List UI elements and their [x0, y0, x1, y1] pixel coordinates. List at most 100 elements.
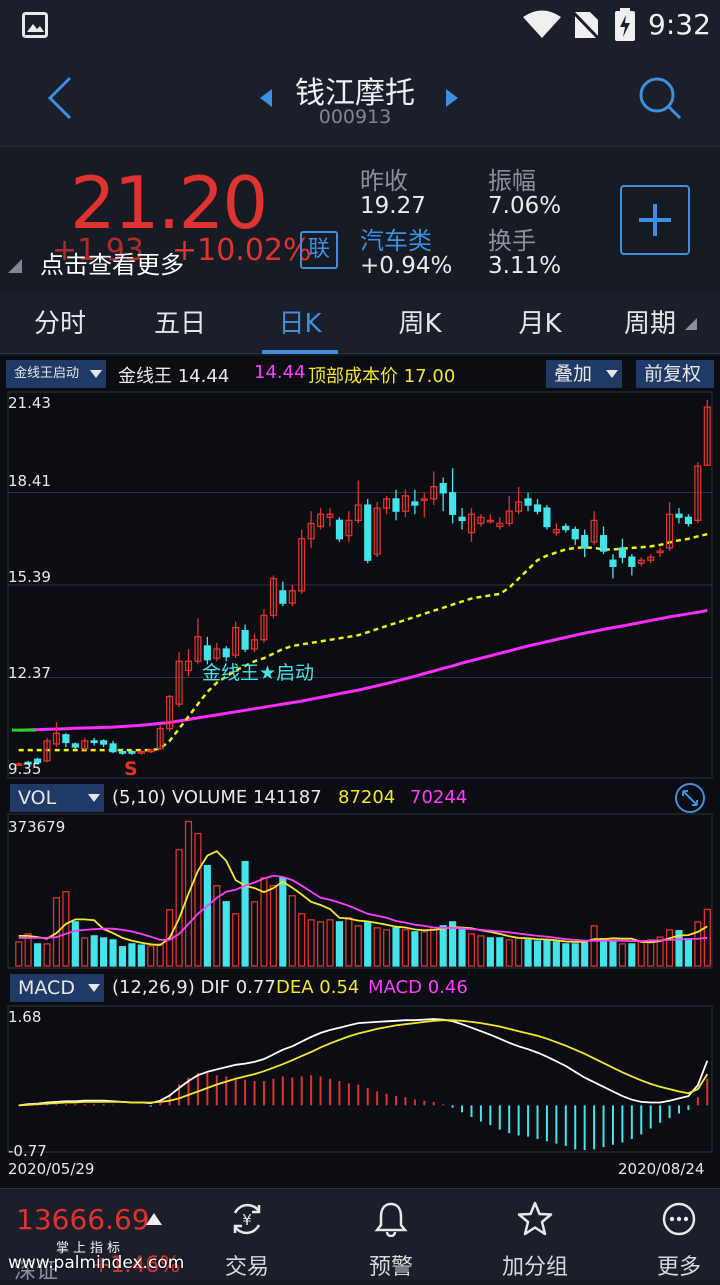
volume-bar	[543, 939, 551, 967]
adjust-label: 前复权	[644, 363, 702, 385]
sell-signal: S	[124, 758, 138, 780]
add-watchlist-button[interactable]	[620, 185, 690, 255]
candle-body	[430, 486, 438, 500]
vol-ma5: 87204	[338, 787, 396, 808]
volume-bar	[345, 917, 353, 967]
index-ticker[interactable]: 13666.69 掌上指标 深证 +1.46% www.palmindex.co…	[0, 1189, 190, 1284]
period-dropdown-icon[interactable]	[683, 316, 699, 332]
candle-body	[118, 750, 127, 754]
volume-bar	[647, 939, 655, 967]
corner-triangle-icon	[8, 259, 22, 273]
candle-body	[675, 513, 683, 518]
candle-body	[137, 750, 145, 754]
index-sub: 掌上指标	[56, 1241, 125, 1256]
candle-body	[354, 504, 362, 522]
volume-bar	[43, 943, 51, 967]
candle-body	[486, 519, 494, 523]
next-stock-icon[interactable]	[444, 88, 460, 108]
volume-bar	[194, 832, 202, 967]
panel-frame	[7, 813, 713, 969]
search-icon[interactable]	[638, 76, 682, 120]
period-tabs: 分时 五日 日K 周K 月K 周期	[0, 294, 720, 354]
volume-bar	[34, 943, 42, 967]
tab-intraday[interactable]: 分时	[33, 309, 86, 339]
volume-bar	[326, 919, 334, 967]
tab-period[interactable]: 周期	[623, 309, 676, 339]
volume-bar	[298, 913, 306, 967]
candle-body	[166, 695, 174, 730]
candle-body	[524, 498, 532, 506]
chart-area[interactable]: 金线王启动 金线王 14.44 14.44 顶部成本价 17.00 叠加 前复权…	[0, 356, 720, 1188]
candle-body	[298, 538, 306, 592]
volume-bar	[411, 931, 419, 967]
volume-bar	[373, 927, 381, 967]
volume-bar	[213, 885, 221, 967]
volume-bar	[383, 929, 391, 967]
candle-body	[533, 504, 542, 512]
kline-chart[interactable]	[0, 356, 720, 1188]
candle-body	[175, 660, 183, 705]
nav-alert-label: 预警	[368, 1255, 413, 1280]
tab-weekly-k[interactable]: 周K	[398, 309, 442, 339]
macd-dropdown[interactable]: MACD	[10, 974, 104, 1002]
volume-bar	[24, 933, 32, 967]
candle-body	[477, 516, 485, 525]
candle-body	[383, 498, 391, 509]
more-hint[interactable]: 点击查看更多	[40, 251, 184, 279]
candle-body	[345, 519, 353, 537]
more-icon	[662, 1202, 696, 1236]
candle-body	[439, 482, 447, 494]
volume-bar	[137, 944, 145, 967]
volume-bar	[401, 929, 410, 967]
watermark: www.palmindex.com	[8, 1253, 185, 1273]
candle-body	[684, 516, 692, 525]
candle-body	[694, 465, 702, 522]
candle-body	[316, 513, 325, 528]
link-badge[interactable]: 联	[300, 231, 338, 269]
svg-text:¥: ¥	[242, 1211, 252, 1229]
volume-bar	[552, 941, 560, 967]
candle-body	[467, 513, 476, 534]
nav-more[interactable]: 更多	[607, 1189, 720, 1281]
candle-body	[269, 577, 277, 616]
nav-add-group[interactable]: 加分组	[463, 1189, 607, 1281]
candle-body	[24, 761, 32, 765]
bottom-nav: 13666.69 掌上指标 深证 +1.46% www.palmindex.co…	[0, 1188, 720, 1284]
candle-body	[100, 740, 108, 745]
candle-body	[392, 498, 400, 512]
adjust-button[interactable]: 前复权	[636, 360, 714, 388]
last-price: 21.20	[70, 161, 268, 245]
volume-bar	[354, 925, 362, 967]
quote-panel[interactable]: 21.20 +1.93 +10.02% 联 点击查看更多 昨收 19.27 汽车…	[0, 146, 720, 294]
candle-body	[222, 648, 230, 658]
volume-bar	[147, 945, 155, 967]
y-label-max: 21.43	[8, 394, 51, 412]
panel-frame	[7, 1005, 713, 1153]
volume-bar	[250, 901, 259, 967]
volume-bar	[449, 921, 457, 967]
indicator-dropdown[interactable]: 金线王启动	[6, 360, 106, 388]
candle-body	[307, 522, 315, 540]
sector-label[interactable]: 汽车类	[360, 227, 432, 255]
macd-dea-line	[18, 1019, 709, 1107]
nav-alert[interactable]: 预警	[319, 1189, 463, 1281]
candle-body	[618, 547, 626, 558]
nav-trade[interactable]: ¥ 交易	[175, 1189, 319, 1281]
volume-ma10-line	[18, 874, 708, 942]
back-icon[interactable]	[44, 76, 76, 120]
price-change-pct: +10.02%	[172, 233, 312, 268]
tab-five-day[interactable]: 五日	[153, 309, 206, 339]
candle-body	[213, 648, 221, 659]
volume-bar	[203, 864, 211, 967]
tab-daily-k[interactable]: 日K	[278, 309, 322, 339]
expand-icon[interactable]	[674, 782, 706, 814]
tab-monthly-k[interactable]: 月K	[518, 309, 562, 339]
vol-max-label: 373679	[8, 818, 66, 836]
candle-body	[250, 639, 259, 650]
vol-dropdown[interactable]: VOL	[10, 784, 104, 812]
prev-stock-icon[interactable]	[258, 88, 274, 108]
volume-bar	[335, 921, 343, 967]
volume-bar	[430, 927, 438, 967]
macd-min-label: -0.77	[8, 1142, 47, 1160]
signal-annotation: 金线王★启动	[202, 662, 315, 684]
